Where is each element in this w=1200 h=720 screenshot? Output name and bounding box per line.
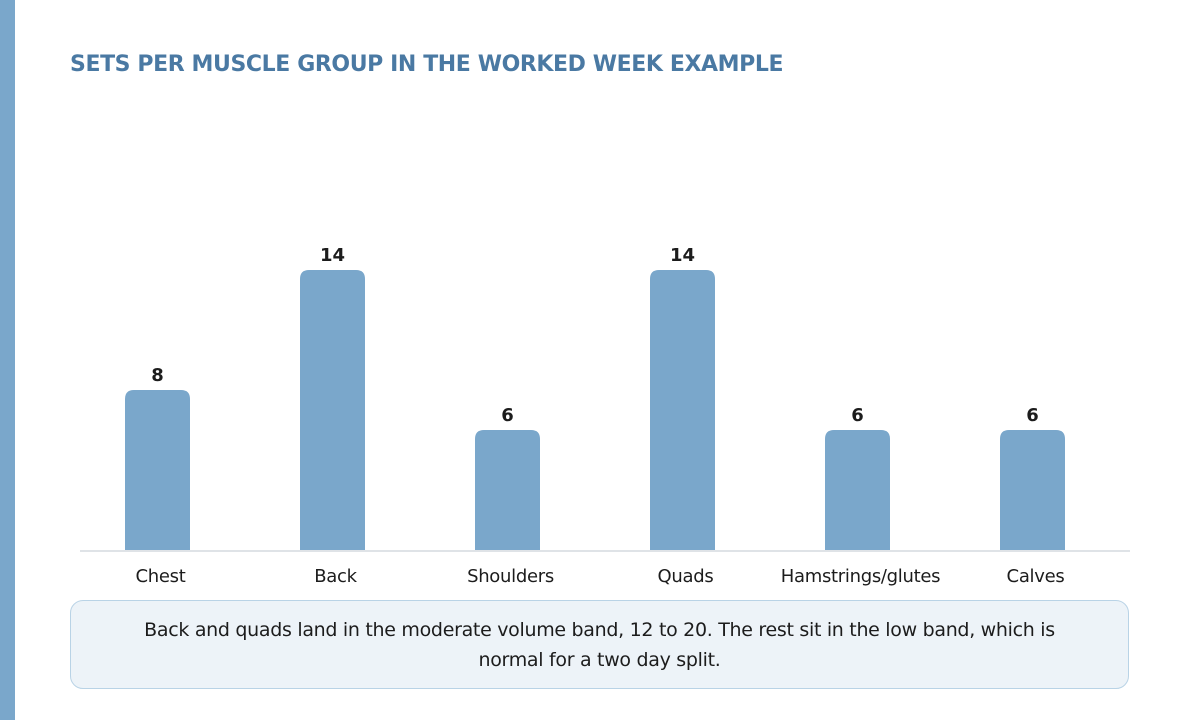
- data-label: 14: [670, 245, 695, 266]
- bar-hamstrings-glutes: [825, 430, 890, 550]
- x-tick-label: Chest: [136, 566, 186, 587]
- x-tick-label: Quads: [658, 566, 714, 587]
- bar-back: [300, 270, 365, 550]
- bar-shoulders: [475, 430, 540, 550]
- left-accent-bar: [0, 0, 15, 720]
- bar-quads: [650, 270, 715, 550]
- data-label: 14: [320, 245, 345, 266]
- bar-chart: 8 Chest 14 Back 6 Shoulders 14 Quads 6 Hamstrings…: [80, 245, 1130, 587]
- data-label: 6: [1026, 405, 1039, 426]
- x-tick-label: Calves: [1007, 566, 1065, 587]
- bar-chest: [125, 390, 190, 550]
- note-box: Back and quads land in the moderate volu…: [70, 600, 1129, 689]
- data-label: 6: [851, 405, 864, 426]
- bar-calves: [1000, 430, 1065, 550]
- data-label: 8: [151, 365, 164, 386]
- data-label: 6: [501, 405, 514, 426]
- note-text: Back and quads land in the moderate volu…: [144, 618, 1055, 671]
- x-tick-label: Shoulders: [467, 566, 554, 587]
- x-tick-label: Back: [314, 566, 357, 587]
- x-tick-label: Hamstrings/glutes: [781, 566, 940, 587]
- chart-title: SETS PER MUSCLE GROUP IN THE WORKED WEEK…: [70, 52, 784, 77]
